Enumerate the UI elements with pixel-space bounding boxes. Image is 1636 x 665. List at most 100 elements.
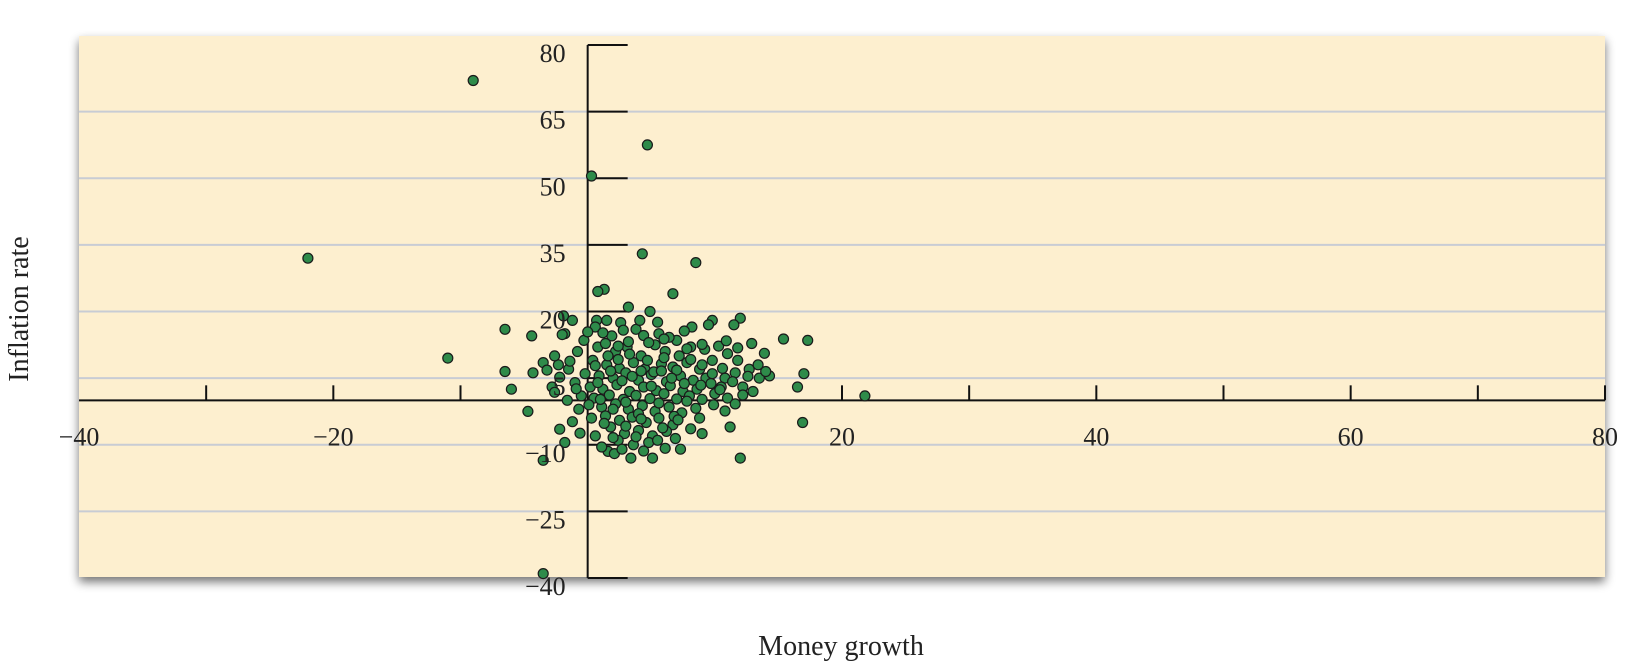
data-point — [599, 337, 612, 350]
y-axis-title: Inflation rate — [4, 236, 35, 381]
data-point — [695, 379, 707, 391]
data-point — [732, 354, 744, 366]
data-point — [714, 384, 726, 396]
data-point — [626, 370, 638, 382]
data-point — [620, 420, 632, 432]
data-point — [658, 352, 670, 364]
data-point — [796, 416, 809, 429]
data-point — [712, 340, 725, 352]
y-tick-label: 80 — [540, 39, 566, 68]
y-tick-label: −25 — [525, 505, 566, 534]
data-point — [548, 350, 561, 362]
data-point — [671, 393, 683, 405]
data-point — [671, 364, 683, 376]
data-point — [659, 442, 671, 454]
data-point — [758, 347, 771, 359]
data-point — [537, 567, 549, 580]
data-point — [637, 445, 650, 457]
x-tick-label: −20 — [313, 422, 354, 451]
data-point — [620, 396, 632, 408]
data-point — [653, 397, 665, 409]
data-point — [685, 353, 697, 366]
data-point — [571, 345, 584, 358]
y-tick-label: 65 — [540, 106, 566, 135]
x-tick-label: 60 — [1338, 422, 1364, 451]
y-tick-label: 35 — [540, 239, 566, 268]
data-point — [622, 301, 635, 313]
data-point — [685, 423, 697, 435]
plot-background — [79, 36, 1605, 577]
data-point — [589, 360, 601, 372]
data-point — [655, 365, 668, 377]
data-point — [696, 359, 708, 371]
data-point — [724, 421, 736, 433]
data-point — [612, 353, 624, 366]
data-point — [585, 412, 598, 424]
data-point — [635, 365, 647, 377]
data-point — [753, 372, 765, 384]
data-point — [442, 352, 454, 364]
data-point — [522, 405, 534, 417]
data-point — [634, 314, 646, 326]
data-point — [752, 359, 764, 371]
data-point — [747, 385, 759, 398]
data-point — [696, 393, 708, 405]
data-point — [690, 402, 702, 414]
data-point — [669, 432, 682, 445]
data-point — [499, 365, 511, 378]
data-point — [499, 323, 511, 335]
x-tick-label: −40 — [59, 422, 100, 451]
data-point — [526, 330, 538, 342]
data-point — [607, 432, 619, 444]
y-tick-label: 20 — [540, 306, 566, 335]
data-point — [651, 434, 664, 446]
data-point — [674, 443, 687, 455]
data-point — [561, 394, 573, 406]
data-point — [556, 329, 568, 341]
data-point — [641, 139, 654, 151]
tick-labels: −40 −20 20 40 60 80 80 65 50 35 20 5 −10 −25 −40 — [59, 39, 1618, 601]
data-point — [643, 337, 655, 349]
data-point — [777, 333, 790, 345]
data-point — [573, 403, 585, 415]
data-point — [720, 335, 732, 347]
data-point — [505, 383, 517, 395]
data-point — [625, 452, 637, 464]
data-point — [554, 423, 566, 435]
data-point — [653, 412, 665, 424]
data-point — [663, 401, 675, 413]
data-point — [607, 403, 619, 415]
data-point — [746, 337, 758, 350]
data-point — [594, 393, 607, 405]
data-point — [602, 350, 614, 362]
data-point — [564, 355, 576, 367]
data-point — [734, 312, 746, 324]
data-point — [559, 436, 571, 449]
data-point — [732, 342, 744, 354]
x-tick-label: 40 — [1083, 422, 1109, 451]
data-point — [554, 371, 566, 383]
data-point — [641, 354, 654, 366]
data-point — [604, 365, 617, 377]
data-point — [690, 257, 702, 269]
data-point — [541, 364, 553, 376]
data-point — [721, 392, 734, 404]
data-point — [696, 338, 708, 350]
data-point — [702, 319, 715, 331]
data-point — [678, 377, 690, 390]
data-point — [527, 367, 539, 379]
data-point — [302, 252, 314, 264]
gridlines — [79, 110, 1605, 513]
data-point — [635, 413, 647, 425]
data-point — [622, 336, 635, 348]
x-tick-label: 80 — [1592, 422, 1618, 451]
data-point — [574, 427, 586, 439]
data-point — [658, 333, 670, 345]
data-point — [630, 431, 642, 443]
data-point — [693, 412, 706, 424]
data-point — [623, 348, 636, 360]
data-point — [729, 398, 741, 410]
data-point — [667, 288, 679, 300]
data-point — [760, 365, 772, 378]
